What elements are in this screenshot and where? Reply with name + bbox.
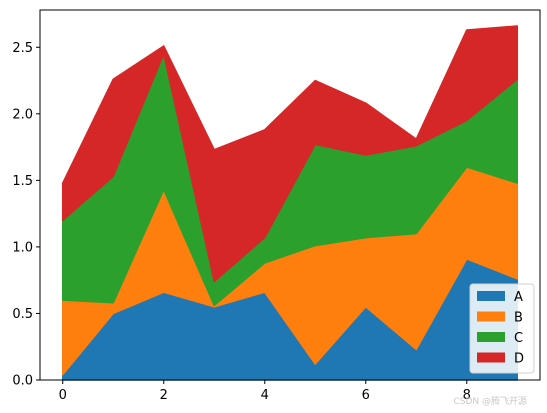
area-layers xyxy=(61,25,519,381)
legend-label-A: A xyxy=(514,290,523,305)
x-tick-label: 8 xyxy=(463,388,471,403)
y-tick-label: 0.5 xyxy=(12,307,33,322)
watermark: CSDN @腾飞开源 xyxy=(453,397,527,407)
y-tick-label: 1.0 xyxy=(12,240,33,255)
legend-box xyxy=(469,283,535,374)
legend-label-B: B xyxy=(514,311,523,326)
legend-swatch-D xyxy=(477,352,505,363)
y-axis: 0.0 0.5 1.0 1.5 2.0 2.5 xyxy=(12,41,40,389)
legend-label-C: C xyxy=(514,331,523,346)
legend-swatch-B xyxy=(477,311,505,322)
x-tick-label: 0 xyxy=(59,388,67,403)
legend-swatch-A xyxy=(477,291,505,301)
y-tick-label: 2.0 xyxy=(12,107,33,122)
y-tick-label: 1.5 xyxy=(12,174,33,189)
area-series-D xyxy=(61,25,519,283)
axes-frame xyxy=(39,9,541,381)
y-tick-label: 0.0 xyxy=(12,374,33,389)
x-axis: 0 2 4 6 8 xyxy=(59,380,471,403)
x-tick-label: 4 xyxy=(261,388,269,403)
y-tick-label: 2.5 xyxy=(12,41,33,56)
x-tick-label: 6 xyxy=(362,388,370,403)
legend-label-D: D xyxy=(514,352,524,367)
x-tick-label: 2 xyxy=(160,388,168,403)
legend-swatch-C xyxy=(477,332,505,342)
